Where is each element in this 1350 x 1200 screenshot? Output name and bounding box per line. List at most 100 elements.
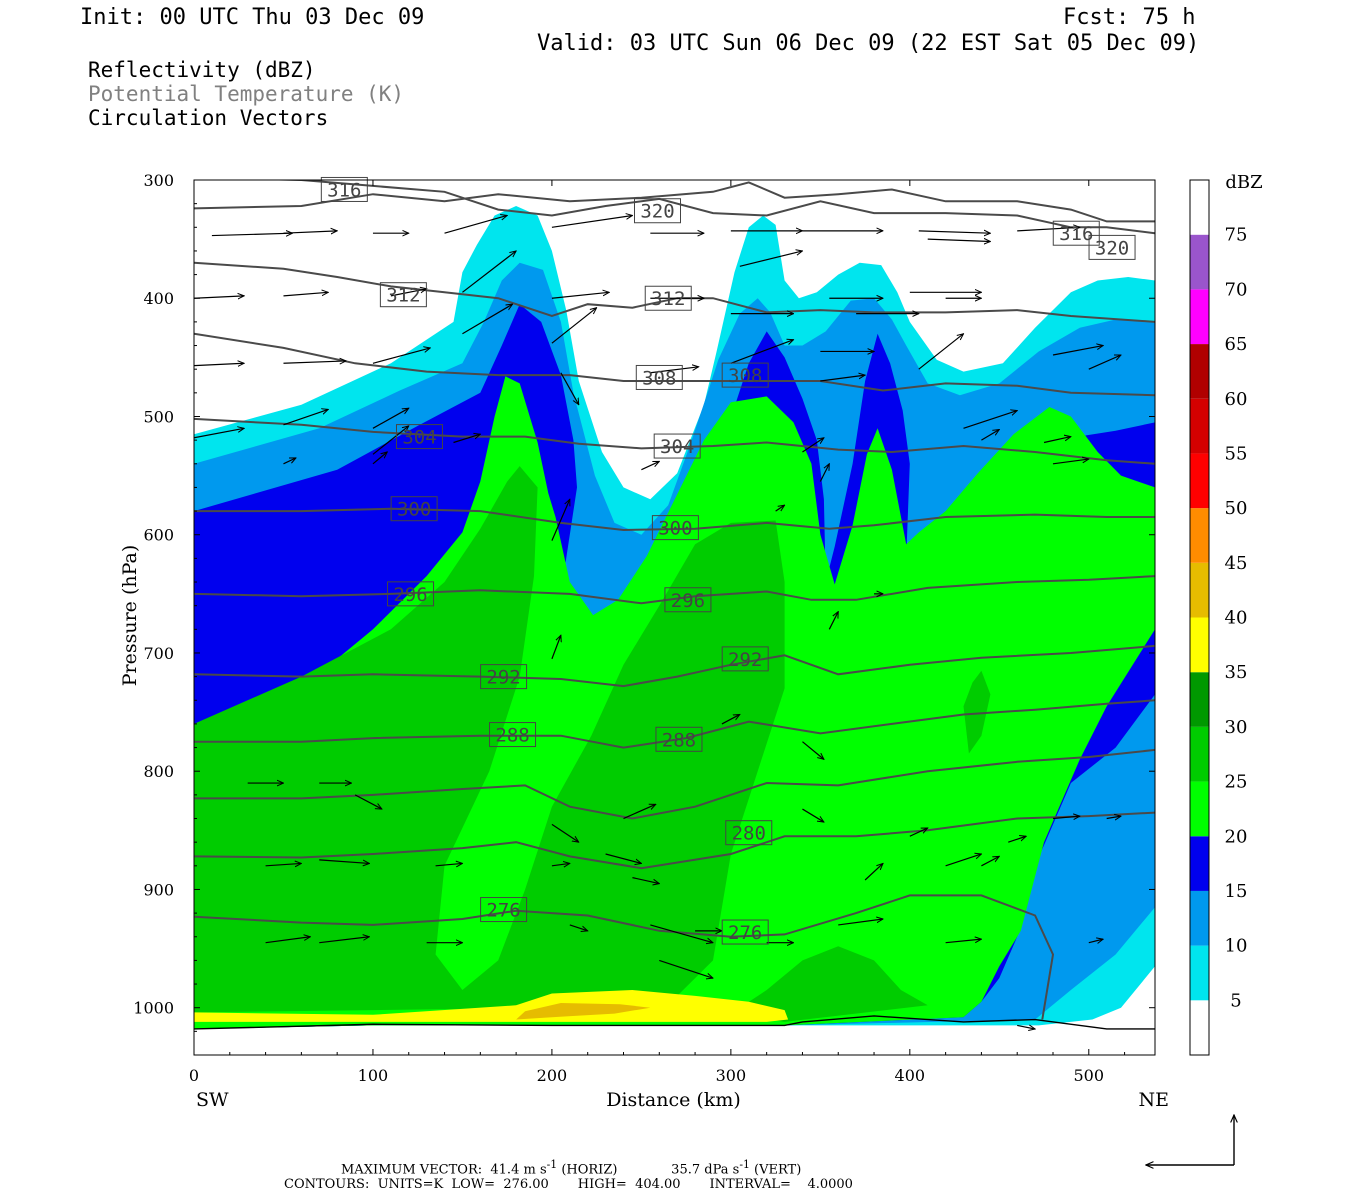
y-tick-label: 1000 <box>133 999 174 1018</box>
contour-label-box <box>1052 220 1100 246</box>
contour-label-box <box>480 664 528 690</box>
contour-label-box <box>644 285 692 311</box>
circulation-vector <box>319 859 369 864</box>
colorbar-swatch <box>1190 617 1209 673</box>
reflectivity-fill-layer <box>194 206 1155 1030</box>
circulation-vector <box>623 803 655 820</box>
contour-label-292: 292 <box>721 646 769 672</box>
circulation-vector <box>963 411 1018 429</box>
circulation-vector <box>551 863 570 865</box>
plot-frame <box>193 179 1156 1056</box>
reflectivity-region-35dbz <box>194 990 789 1022</box>
max-vector-line: MAXIMUM VECTOR: 41.4 m s-1 (HORIZ) 35.7 … <box>341 1158 801 1177</box>
contour-label-box <box>653 433 701 459</box>
max-vert-tag: (VERT) <box>754 1162 802 1178</box>
colorbar-label: 25 <box>1225 772 1248 793</box>
contour-label-320: 320 <box>633 198 681 224</box>
init-time: Init: 00 UTC Thu 03 Dec 09 <box>80 5 425 30</box>
theta-contour-316 <box>256 180 1155 235</box>
valid-time: Valid: 03 UTC Sun 06 Dec 09 (22 EST Sat … <box>537 31 1200 56</box>
x-axis-title: Distance (km) <box>606 1089 741 1111</box>
contour-label-text: 320 <box>1095 237 1129 259</box>
circulation-vector <box>551 823 579 842</box>
circulation-vector <box>981 856 999 867</box>
colorbar-swatch <box>1190 289 1209 345</box>
circulation-vector <box>283 292 328 297</box>
circulation-vector <box>283 409 328 426</box>
contour-label-box <box>387 581 435 607</box>
colorbar-label: 15 <box>1225 881 1248 902</box>
theta-contour-304 <box>194 417 1155 465</box>
colorbar-swatch <box>1190 508 1209 563</box>
circulation-vector <box>283 231 337 233</box>
y-tick-label: 600 <box>143 526 174 545</box>
colorbar-swatch <box>1190 945 1209 1001</box>
reflectivity-region-40dbz <box>516 1003 651 1020</box>
contour-label-280: 280 <box>725 820 773 846</box>
contour-label-text: 288 <box>662 729 696 751</box>
circulation-vector <box>909 827 928 837</box>
contour-label-text: 296 <box>671 590 705 612</box>
x-tick-label: 200 <box>537 1066 568 1085</box>
circulation-vector <box>551 499 570 541</box>
circulation-vector <box>319 937 369 944</box>
circulation-vector <box>820 375 865 382</box>
colorbar-label: 35 <box>1225 662 1248 683</box>
contour-label-text: 300 <box>658 518 692 540</box>
circulation-vector <box>650 367 698 374</box>
circulation-vector <box>864 863 883 881</box>
max-horiz-tag: (HORIZ) <box>561 1162 618 1178</box>
contour-label-320: 320 <box>1088 234 1136 260</box>
contour-label-box <box>664 587 712 613</box>
circulation-vector <box>1017 227 1080 232</box>
circulation-vector <box>802 438 823 453</box>
circulation-vector <box>372 408 409 429</box>
circulation-vector <box>444 215 508 234</box>
circulation-vector <box>211 233 293 235</box>
y-tick-label: 900 <box>143 880 174 899</box>
circulation-vector <box>1043 437 1071 444</box>
colorbar-swatch <box>1190 398 1209 454</box>
circulation-vector <box>605 853 642 863</box>
contour-label-box <box>379 282 427 308</box>
x-tick-label: 400 <box>895 1066 926 1085</box>
circulation-vector <box>819 464 829 482</box>
contour-label-296: 296 <box>664 587 712 613</box>
colorbar-swatch <box>1190 1000 1209 1055</box>
contour-label-text: 276 <box>486 900 520 922</box>
x-tick-label: 100 <box>358 1066 389 1085</box>
circulation-vector <box>551 292 609 299</box>
circulation-vector <box>659 959 713 978</box>
contour-label-box <box>721 362 769 388</box>
colorbar-label: 75 <box>1225 225 1248 246</box>
max-horiz-units: m s <box>523 1162 547 1178</box>
circulation-vector <box>372 348 430 364</box>
colorbar-label: 60 <box>1225 389 1248 410</box>
circulation-vector <box>981 429 999 441</box>
colorbar-swatch <box>1190 726 1209 782</box>
contour-label-layer: 276 276 280 288 288 292 292 296 296 300 300 304 304 3… <box>320 176 1136 945</box>
contour-label-304: 304 <box>653 433 701 459</box>
circulation-vector <box>1017 1025 1035 1029</box>
field-reflectivity: Reflectivity (dBZ) <box>88 58 316 82</box>
contour-label-text: 308 <box>642 367 676 389</box>
circulation-vector <box>354 794 382 809</box>
y-tick-label: 300 <box>143 171 174 190</box>
contour-label-box <box>390 496 438 522</box>
forecast-hour: Fcst: 75 h <box>1063 5 1196 30</box>
colorbar: 5 10 15 20 25 30 35 40 45 50 55 60 65 70 75 dBZ <box>1189 172 1263 1056</box>
circulation-vector <box>1088 354 1121 370</box>
circulation-vector <box>632 877 659 884</box>
circulation-vector-layer <box>194 215 1121 1029</box>
x-end-label-sw: SW <box>196 1089 229 1111</box>
contour-label-box <box>480 897 528 923</box>
colorbar-frame <box>1189 179 1210 1056</box>
contour-label-box <box>721 919 769 945</box>
max-vert-value: 35.7 <box>671 1162 701 1178</box>
theta-contour-284 <box>194 748 1155 820</box>
circulation-vector <box>838 919 883 926</box>
colorbar-label: 30 <box>1225 717 1248 738</box>
max-horiz-exp: -1 <box>546 1158 558 1171</box>
colorbar-label: 5 <box>1230 990 1241 1011</box>
circulation-vector <box>1106 816 1121 818</box>
